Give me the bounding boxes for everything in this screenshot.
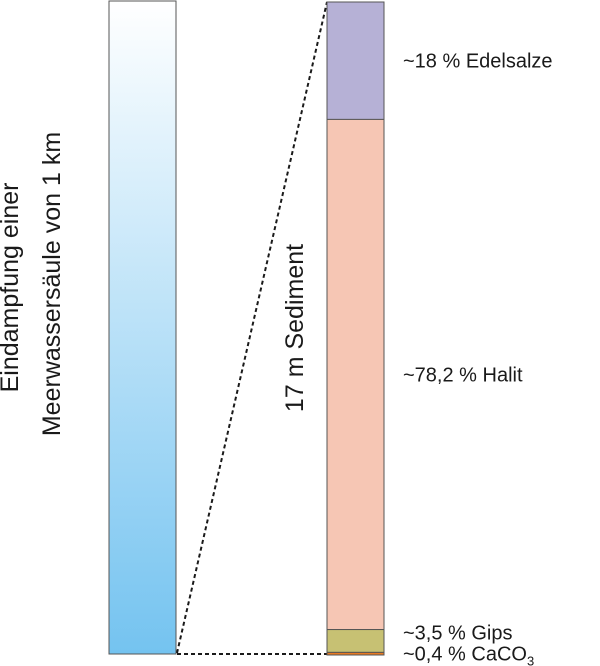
seawater-column (108, 0, 177, 655)
sediment-label: 17 m Sediment (281, 244, 309, 412)
layer-label: ~18 % Edelsalze (403, 51, 553, 73)
layer-label: ~78,2 % Halit (403, 364, 523, 386)
layer-edelsalze (326, 1, 385, 120)
layer-gips (326, 629, 385, 653)
layer-caco (326, 651, 385, 656)
layer-halit (326, 118, 385, 631)
column-label-line2: Meerwassersäule von 1 km (38, 132, 66, 436)
layer-label: ~0,4 % CaCO3 (403, 644, 534, 666)
layer-label: ~3,5 % Gips (403, 623, 513, 645)
layer-labels: ~18 % Edelsalze ~78,2 % Halit ~3,5 % Gips~… (403, 51, 553, 666)
column-label-line1: Eindampfung einer (0, 183, 24, 393)
sediment-column (326, 1, 385, 656)
connector-line-top (176, 1, 328, 654)
column-label: Eindampfung einer Meerwassersäule von 1 … (0, 132, 66, 436)
